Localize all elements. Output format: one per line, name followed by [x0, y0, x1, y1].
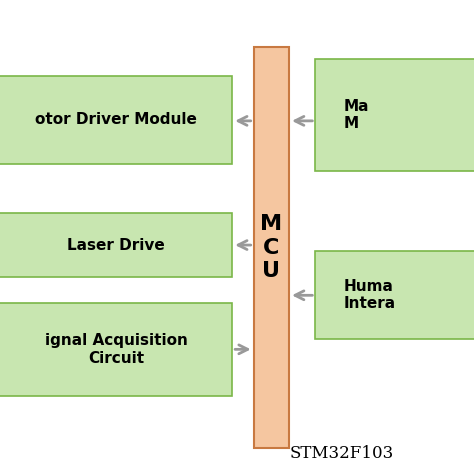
- Bar: [0, 213, 232, 277]
- Text: STM32F103: STM32F103: [289, 445, 393, 462]
- Text: otor Driver Module: otor Driver Module: [35, 112, 197, 127]
- Text: M
C
U: M C U: [260, 214, 283, 281]
- Bar: [0, 303, 232, 396]
- Text: Huma
Intera: Huma Intera: [344, 279, 396, 311]
- Bar: [315, 59, 474, 171]
- Bar: [315, 251, 474, 339]
- Text: ignal Acquisition
Circuit: ignal Acquisition Circuit: [45, 333, 188, 366]
- Text: Ma
M: Ma M: [344, 99, 369, 131]
- Bar: [254, 47, 289, 448]
- Text: Laser Drive: Laser Drive: [67, 238, 165, 253]
- Bar: [0, 76, 232, 164]
